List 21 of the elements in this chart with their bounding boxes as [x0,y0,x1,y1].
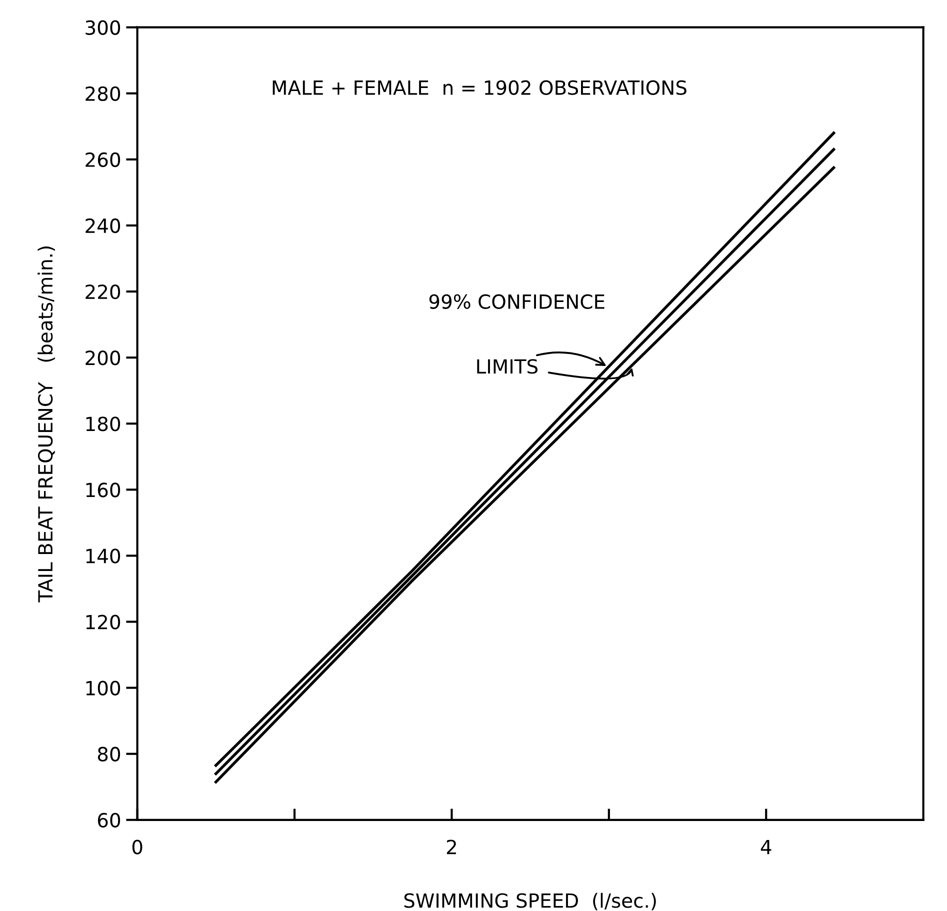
y-tick-label: 100 [86,680,120,696]
x-tick-label: 0 [132,840,142,854]
y-tick-label: 140 [86,548,120,564]
y-tick-label: 220 [86,284,120,300]
annotation: LIMITS [477,359,538,374]
y-tick-label: 300 [86,20,120,35]
x-tick-label: 2 [446,840,456,854]
y-tick-label: 160 [86,482,120,498]
y-tick-label: 240 [86,218,120,234]
y-axis-title: TAIL BEAT FREQUENCY (beats/min.) [38,246,55,602]
y-tick-label: 180 [86,416,120,432]
annotation: 99% CONFIDENCE [429,294,604,309]
y-tick-label: 60 [98,812,120,828]
y-tick-label: 80 [98,746,120,762]
x-axis-title: SWIMMING SPEED (l/sec.) [404,892,656,910]
y-tick-label: 280 [86,86,120,102]
y-tick-label: 260 [86,152,120,168]
y-tick-label: 120 [86,614,120,630]
y-tick-label: 200 [86,350,120,366]
annotation: MALE + FEMALE n = 1902 OBSERVATIONS [272,80,686,95]
x-tick-label: 4 [760,840,772,854]
